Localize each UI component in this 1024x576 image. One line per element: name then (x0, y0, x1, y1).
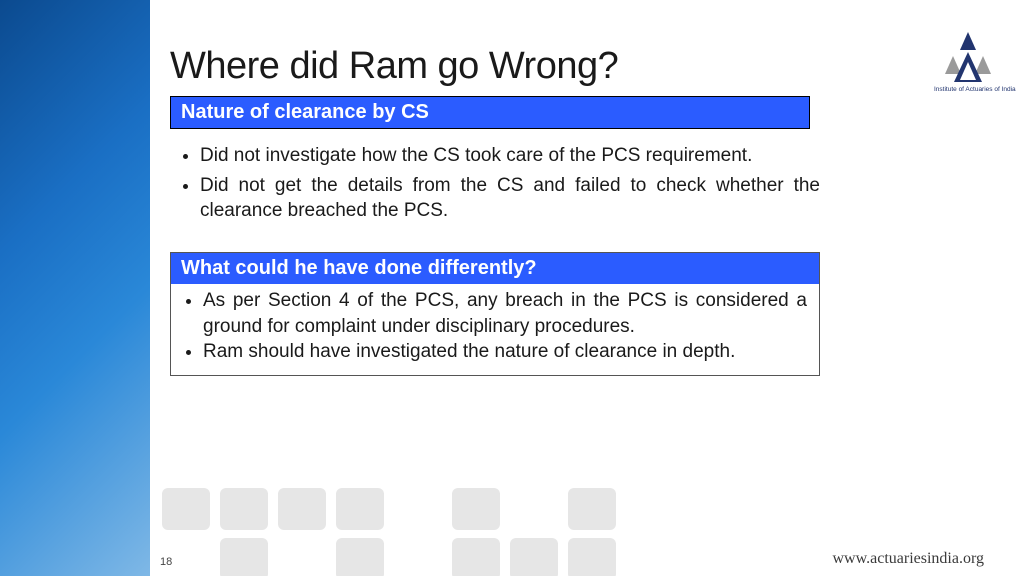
decor-square (220, 488, 268, 530)
section1-header: Nature of clearance by CS (170, 96, 810, 129)
decor-square (510, 538, 558, 576)
decor-square (336, 538, 384, 576)
section2-body: As per Section 4 of the PCS, any breach … (171, 284, 819, 375)
section2-header: What could he have done differently? (171, 253, 819, 284)
decor-square (568, 538, 616, 576)
bullet-item: Ram should have investigated the nature … (203, 339, 807, 365)
bullet-item: Did not get the details from the CS and … (200, 173, 820, 224)
decor-square (336, 488, 384, 530)
footer-url: www.actuariesindia.org (832, 550, 984, 568)
decor-square (568, 488, 616, 530)
left-sidebar (0, 0, 150, 576)
page-number: 18 (160, 556, 172, 568)
section2-box: What could he have done differently? As … (170, 252, 820, 376)
slide-title: Where did Ram go Wrong? (170, 45, 984, 88)
decor-square (452, 538, 500, 576)
decor-square (220, 538, 268, 576)
section1-bullets: Did not investigate how the CS took care… (170, 143, 820, 224)
decor-square (162, 488, 210, 530)
bullet-item: As per Section 4 of the PCS, any breach … (203, 288, 807, 339)
content-area: Where did Ram go Wrong? Nature of cleara… (170, 45, 984, 376)
slide: Institute of Actuaries of India Where di… (0, 0, 1024, 576)
decor-square (452, 488, 500, 530)
decor-square (278, 488, 326, 530)
bullet-item: Did not investigate how the CS took care… (200, 143, 820, 169)
